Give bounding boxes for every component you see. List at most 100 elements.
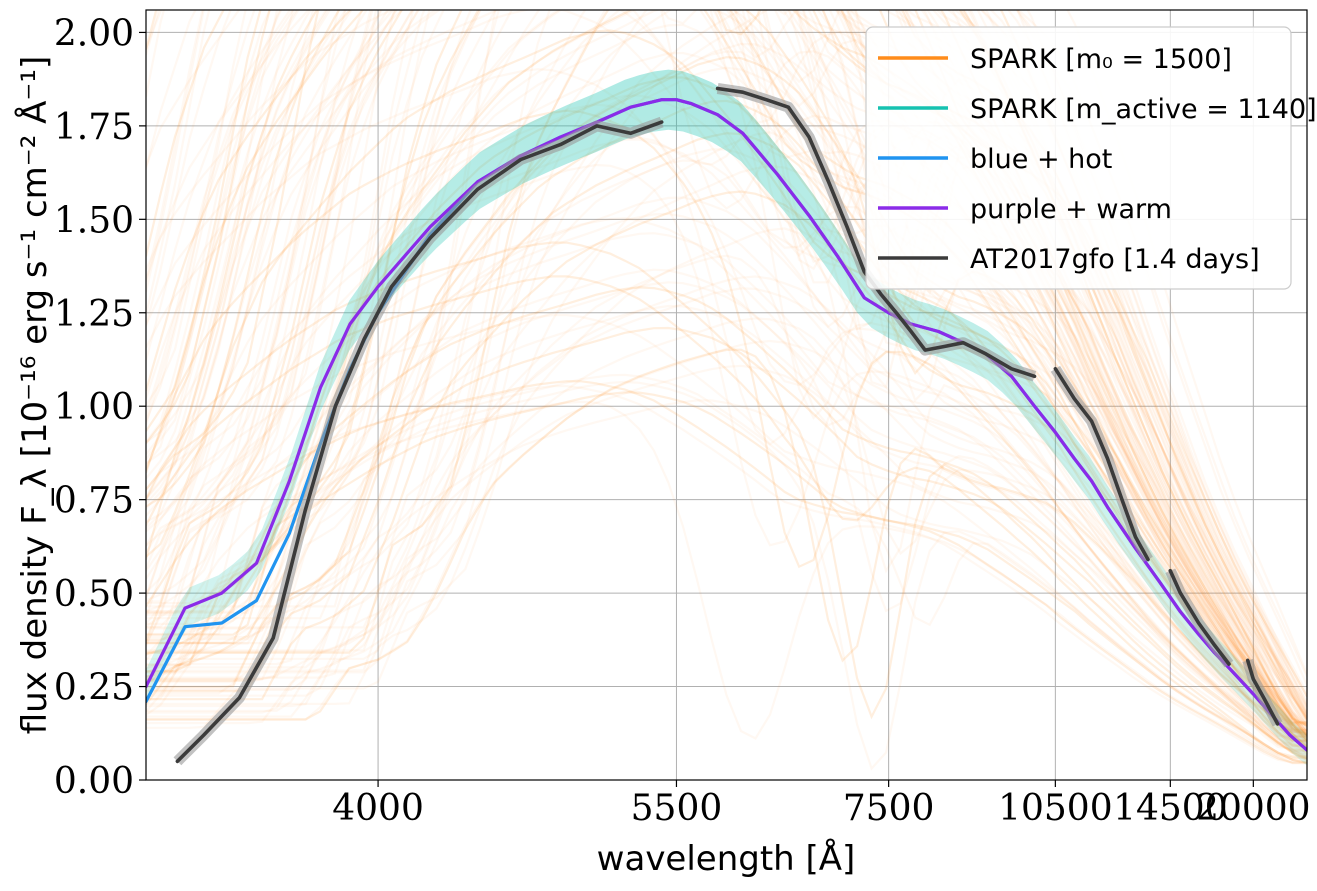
spark-ensemble-line: [764, 10, 1307, 726]
spark-ensemble-line: [146, 10, 1307, 730]
spark-ensemble-line: [146, 10, 1307, 732]
spark-ensemble-line: [146, 10, 1307, 729]
spark-ensemble-line: [146, 10, 1307, 741]
y-tick-label: 1.25: [54, 294, 134, 335]
spark-ensemble-line: [146, 10, 1307, 727]
spark-ensemble-line: [146, 109, 1307, 752]
spark-active-band: [146, 69, 1307, 766]
spark-ensemble-line: [146, 380, 1307, 771]
legend-label: purple + warm: [970, 194, 1172, 225]
legend-label: AT2017gfo [1.4 days]: [970, 244, 1260, 275]
spark-ensemble-line: [146, 163, 1307, 754]
x-tick-label: 10500: [998, 788, 1113, 829]
spark-ensemble-line: [146, 103, 1307, 752]
spark-ensemble-line: [146, 10, 1307, 714]
spark-ensemble-line: [146, 10, 1307, 728]
spark-ensemble-line: [146, 10, 1307, 736]
y-tick-label: 0.00: [54, 761, 134, 802]
spark-ensemble-line: [146, 10, 1307, 736]
legend-frame: [865, 26, 1292, 290]
y-tick-label: 1.00: [54, 387, 134, 428]
y-tick-label: 2.00: [54, 13, 134, 54]
spark-ensemble-line: [146, 400, 1307, 765]
spark-ensemble-line: [146, 10, 1307, 703]
spark-ensemble-line: [146, 10, 1307, 736]
y-tick-label: 0.25: [54, 668, 134, 709]
spark-active-band-area: [146, 69, 1307, 766]
x-tick-label: 4000: [332, 788, 424, 829]
spark-ensemble-line: [146, 196, 1307, 754]
y-tick-label: 0.50: [54, 574, 134, 615]
spark-ensemble-line: [146, 42, 1307, 732]
spark-ensemble-line: [146, 10, 1307, 731]
spark-ensemble-line: [146, 268, 1307, 759]
at2017gfo-spectrum-line: [1245, 658, 1280, 726]
spark-ensemble-line: [146, 281, 1307, 759]
spark-ensemble-line: [146, 10, 1307, 737]
spark-ensemble-line: [146, 10, 1307, 736]
spark-ensemble-line: [146, 10, 1307, 738]
spark-ensemble-line: [146, 10, 1307, 736]
spark-ensemble-line: [146, 287, 1307, 749]
spark-ensemble-line: [146, 10, 1307, 732]
spark-ensemble-line: [146, 10, 1307, 734]
spark-ensemble-line: [146, 275, 1307, 746]
spark-ensemble-line: [146, 286, 1307, 760]
spark-ensemble-line: [146, 66, 1307, 738]
spark-ensemble-line: [146, 10, 1307, 715]
y-axis-label: flux density F_λ [10⁻¹⁶ erg s⁻¹ cm⁻² Å⁻¹…: [14, 56, 55, 734]
spark-ensemble-line: [146, 10, 1307, 738]
spark-ensemble-line: [146, 10, 1307, 748]
spark-ensemble-line: [146, 10, 1307, 717]
y-tick-label: 0.75: [54, 481, 134, 522]
spark-ensemble-line: [146, 339, 1307, 748]
spark-ensemble-line: [146, 10, 1307, 728]
spark-ensemble-line: [146, 10, 1307, 726]
spark-ensemble-line: [146, 391, 1307, 765]
spark-ensemble-line: [146, 317, 1307, 748]
spark-ensemble-line: [146, 304, 1307, 760]
spark-ensemble-line: [146, 10, 1307, 725]
spark-ensemble-line: [146, 10, 1307, 736]
spark-ensemble-line: [146, 50, 1307, 734]
spark-ensemble-line: [146, 50, 1307, 720]
spark-ensemble-line: [146, 10, 1307, 709]
at2017gfo-spectrum-line: [1168, 568, 1231, 666]
spark-ensemble-line: [146, 10, 1307, 738]
spark-ensemble-line: [146, 10, 1307, 725]
x-tick-label: 7500: [843, 788, 935, 829]
spark-ensemble-line: [146, 10, 1307, 733]
spark-ensemble-line: [146, 10, 1307, 739]
spark-ensemble-line: [146, 10, 1307, 724]
spark-ensemble-line: [146, 10, 1307, 724]
spark-ensemble-line: [146, 10, 1307, 733]
purple-warm-line: [146, 98, 1307, 752]
series-group: [146, 83, 1307, 766]
spark-ensemble-line: [146, 10, 1307, 727]
spark-ensemble-line: [146, 399, 1307, 761]
spark-ensemble-line: [146, 385, 1307, 764]
spark-ensemble-line: [146, 10, 1307, 722]
spark-ensemble-line: [146, 10, 1307, 721]
spark-ensemble-line: [146, 380, 1307, 764]
spark-ensemble-line: [146, 10, 1307, 732]
at2017gfo-spectrum-line: [1053, 367, 1150, 562]
spark-ensemble-line: [146, 10, 1307, 725]
x-axis-label: wavelength [Å]: [597, 838, 856, 879]
spark-ensemble-line: [146, 10, 1307, 724]
spark-ensemble-line: [146, 10, 1307, 697]
spark-ensemble-line: [146, 138, 1307, 753]
spark-ensemble: [146, 10, 1307, 771]
spark-ensemble-line: [146, 10, 1307, 724]
spark-ensemble-line: [146, 68, 1307, 750]
spark-ensemble-line: [146, 10, 1307, 725]
legend-label: SPARK [m_active = 1140]: [970, 94, 1317, 125]
x-tick-label: 20000: [1196, 788, 1311, 829]
spark-ensemble-line: [146, 314, 1307, 761]
spark-ensemble-line: [146, 10, 1307, 729]
spark-ensemble-line: [146, 10, 1307, 737]
spark-ensemble-line: [146, 10, 1307, 732]
at2017gfo-spectrum-line: [175, 120, 664, 764]
spark-ensemble-line: [146, 10, 1307, 720]
